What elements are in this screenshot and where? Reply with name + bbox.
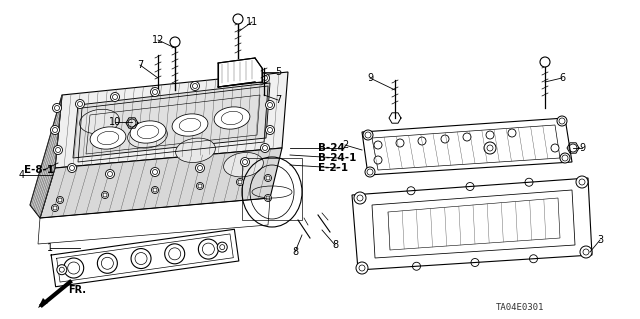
Circle shape: [356, 262, 368, 274]
Circle shape: [170, 37, 180, 47]
Polygon shape: [38, 298, 48, 308]
Text: 12: 12: [152, 35, 164, 45]
Circle shape: [266, 125, 275, 135]
Circle shape: [354, 192, 366, 204]
Circle shape: [56, 197, 63, 204]
Circle shape: [64, 258, 84, 278]
Circle shape: [557, 116, 567, 126]
Circle shape: [463, 133, 471, 141]
Circle shape: [576, 176, 588, 188]
Text: FR.: FR.: [68, 285, 86, 295]
Text: E-8-1: E-8-1: [24, 165, 54, 175]
Circle shape: [233, 14, 243, 24]
Circle shape: [374, 141, 382, 149]
Circle shape: [230, 76, 239, 85]
Polygon shape: [73, 83, 270, 158]
Polygon shape: [30, 95, 62, 218]
Text: 3: 3: [597, 235, 603, 245]
Text: 8: 8: [332, 240, 338, 250]
Text: 10: 10: [109, 117, 121, 127]
Circle shape: [484, 142, 496, 154]
Text: 7: 7: [275, 95, 281, 105]
Text: E-2-1: E-2-1: [318, 163, 348, 173]
Circle shape: [191, 81, 200, 91]
Circle shape: [441, 135, 449, 143]
Text: 4: 4: [19, 170, 25, 180]
Circle shape: [374, 156, 382, 164]
Polygon shape: [40, 148, 282, 218]
Text: 9: 9: [367, 73, 373, 83]
Polygon shape: [218, 58, 262, 87]
Circle shape: [150, 87, 159, 97]
Circle shape: [365, 167, 375, 177]
Circle shape: [264, 174, 271, 182]
Text: 1: 1: [47, 243, 53, 253]
Circle shape: [76, 100, 84, 108]
Circle shape: [131, 249, 151, 269]
Circle shape: [51, 125, 60, 135]
Ellipse shape: [172, 114, 208, 136]
Circle shape: [266, 100, 275, 109]
Ellipse shape: [127, 124, 168, 148]
Ellipse shape: [175, 138, 216, 162]
Circle shape: [241, 158, 250, 167]
Circle shape: [97, 253, 117, 273]
Text: 8: 8: [292, 247, 298, 257]
Circle shape: [150, 167, 159, 176]
Circle shape: [106, 169, 115, 179]
Ellipse shape: [223, 152, 264, 177]
Circle shape: [198, 239, 218, 259]
Circle shape: [486, 131, 494, 139]
Circle shape: [260, 73, 269, 83]
Ellipse shape: [214, 107, 250, 129]
Ellipse shape: [79, 109, 120, 134]
Circle shape: [195, 164, 205, 173]
Circle shape: [363, 130, 373, 140]
Circle shape: [260, 144, 269, 152]
Ellipse shape: [90, 127, 126, 149]
Polygon shape: [55, 72, 288, 168]
Circle shape: [560, 153, 570, 163]
Circle shape: [217, 242, 227, 252]
Polygon shape: [352, 178, 592, 270]
Circle shape: [67, 164, 77, 173]
Text: 11: 11: [246, 17, 258, 27]
Circle shape: [152, 187, 159, 194]
Ellipse shape: [130, 121, 166, 143]
Circle shape: [264, 195, 271, 202]
Text: B-24: B-24: [318, 143, 345, 153]
Circle shape: [51, 204, 58, 211]
Circle shape: [111, 93, 120, 101]
Text: 5: 5: [275, 67, 281, 77]
Circle shape: [102, 191, 109, 198]
Text: 7: 7: [137, 60, 143, 70]
Circle shape: [551, 144, 559, 152]
Circle shape: [237, 179, 243, 186]
Circle shape: [54, 145, 63, 154]
Circle shape: [580, 246, 592, 258]
Polygon shape: [362, 118, 572, 175]
Text: TA04E0301: TA04E0301: [496, 303, 544, 313]
Text: 2: 2: [342, 140, 348, 150]
Circle shape: [52, 103, 61, 113]
Circle shape: [508, 129, 516, 137]
Text: 9: 9: [579, 143, 585, 153]
Circle shape: [164, 244, 185, 264]
Circle shape: [396, 139, 404, 147]
Circle shape: [196, 182, 204, 189]
Circle shape: [418, 137, 426, 145]
Text: 6: 6: [559, 73, 565, 83]
Text: B-24-1: B-24-1: [318, 153, 356, 163]
Circle shape: [540, 57, 550, 67]
Circle shape: [57, 265, 67, 275]
